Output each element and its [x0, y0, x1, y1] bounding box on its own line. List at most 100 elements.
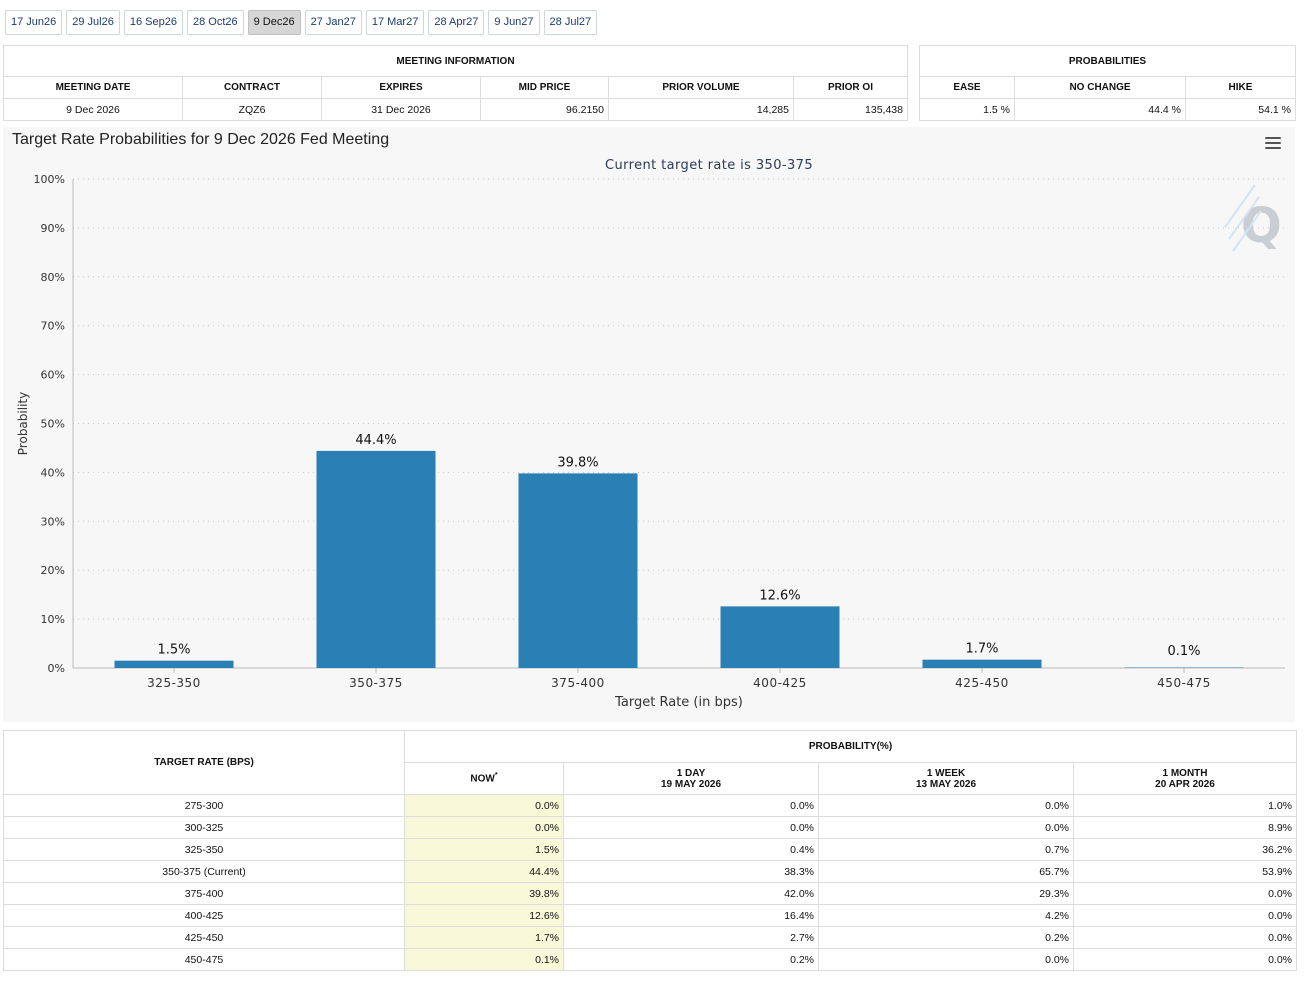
- one-month-value: 0.0%: [1073, 904, 1297, 927]
- rate: 350-375 (Current): [3, 860, 405, 883]
- tab-17-mar27[interactable]: 17 Mar27: [365, 10, 425, 35]
- bar-data-label: 1.5%: [157, 643, 190, 658]
- rate: 325-350: [3, 838, 405, 861]
- meeting-date-value: 9 Dec 2026: [3, 98, 183, 121]
- x-tick-label: 425-450: [955, 676, 1009, 690]
- y-tick-label: 90%: [41, 222, 65, 235]
- meeting-date-header: MEETING DATE: [3, 76, 183, 99]
- one-day-value: 0.0%: [563, 816, 819, 839]
- one-week-value: 0.2%: [818, 926, 1074, 949]
- table-row: 350-375 (Current) 44.4% 38.3% 65.7% 53.9%: [3, 860, 1297, 883]
- one-week-value: 0.0%: [818, 794, 1074, 817]
- table-row: 400-425 12.6% 16.4% 4.2% 0.0%: [3, 904, 1297, 927]
- hike-header: HIKE: [1185, 76, 1296, 99]
- column-header-1-month: 1 MONTH 20 APR 2026: [1073, 762, 1297, 795]
- tab-16-sep26[interactable]: 16 Sep26: [123, 10, 183, 35]
- table-row: 425-450 1.7% 2.7% 0.2% 0.0%: [3, 926, 1297, 949]
- column-header-1-day: 1 DAY 19 MAY 2026: [563, 762, 819, 795]
- tab-17-jun26[interactable]: 17 Jun26: [5, 10, 63, 35]
- y-tick-label: 80%: [41, 271, 65, 284]
- probability-history-table: TARGET RATE (BPS) PROBABILITY(%) NOW* 1 D…: [3, 730, 1297, 971]
- ease-header: EASE: [919, 76, 1015, 99]
- one-week-value: 0.0%: [818, 948, 1074, 971]
- expires-value: 31 Dec 2026: [321, 98, 481, 121]
- x-axis-title: Target Rate (in bps): [614, 695, 743, 710]
- now-value: 39.8%: [404, 882, 564, 905]
- table-row: 300-325 0.0% 0.0% 0.0% 8.9%: [3, 816, 1297, 839]
- tab-9-dec26[interactable]: 9 Dec26: [247, 10, 301, 35]
- prior-oi-header: PRIOR OI: [793, 76, 908, 99]
- meeting-date-tabs: 17 Jun26 29 Jul26 16 Sep26 28 Oct26 9 Dec26 2…: [5, 10, 598, 35]
- one-day-value: 0.2%: [563, 948, 819, 971]
- one-day-value: 0.0%: [563, 794, 819, 817]
- target-rate-header: TARGET RATE (BPS): [3, 730, 405, 795]
- y-tick-label: 50%: [41, 418, 65, 431]
- bar: [316, 450, 436, 668]
- rate: 450-475: [3, 948, 405, 971]
- tab-29-jul26[interactable]: 29 Jul26: [66, 10, 120, 35]
- y-axis-title: Probability: [16, 392, 30, 455]
- expires-header: EXPIRES: [321, 76, 481, 99]
- now-footnote-marker: *: [494, 772, 498, 780]
- one-month-value: 8.9%: [1073, 816, 1297, 839]
- bar: [518, 473, 638, 668]
- y-tick-label: 60%: [41, 369, 65, 382]
- rate: 300-325: [3, 816, 405, 839]
- y-tick-label: 30%: [41, 515, 65, 528]
- mid-price-header: MID PRICE: [480, 76, 609, 99]
- bar-data-label: 44.4%: [355, 433, 396, 448]
- no-change-value: 44.4 %: [1014, 98, 1186, 121]
- bar-data-label: 0.1%: [1167, 644, 1200, 659]
- tab-28-jul27[interactable]: 28 Jul27: [543, 10, 598, 35]
- y-tick-label: 10%: [41, 613, 65, 626]
- tab-27-jan27[interactable]: 27 Jan27: [304, 10, 362, 35]
- one-month-value: 53.9%: [1073, 860, 1297, 883]
- x-tick-label: 350-375: [349, 676, 403, 690]
- one-week-value: 0.0%: [818, 816, 1074, 839]
- tab-28-oct26[interactable]: 28 Oct26: [186, 10, 244, 35]
- menu-icon[interactable]: [1265, 137, 1281, 152]
- rate: 400-425: [3, 904, 405, 927]
- bar: [922, 659, 1042, 668]
- chart-subtitle: Current target rate is 350-375: [605, 158, 813, 173]
- one-month-value: 0.0%: [1073, 926, 1297, 949]
- x-tick-label: 375-400: [551, 676, 605, 690]
- bar-data-label: 39.8%: [557, 455, 598, 470]
- x-tick-label: 325-350: [147, 676, 201, 690]
- ease-value: 1.5 %: [919, 98, 1015, 121]
- now-value: 1.5%: [404, 838, 564, 861]
- y-tick-label: 20%: [41, 564, 65, 577]
- bar: [720, 606, 840, 668]
- one-month-value: 0.0%: [1073, 948, 1297, 971]
- one-day-value: 16.4%: [563, 904, 819, 927]
- chart-svg: Q Current target rate is 350-375 0% 10% 20% 3…: [16, 158, 1285, 710]
- y-tick-label: 0%: [48, 662, 65, 675]
- tab-28-apr27[interactable]: 28 Apr27: [428, 10, 485, 35]
- contract-header: CONTRACT: [182, 76, 322, 99]
- bar-data-label: 12.6%: [759, 588, 800, 603]
- one-day-value: 38.3%: [563, 860, 819, 883]
- one-month-value: 36.2%: [1073, 838, 1297, 861]
- tab-9-jun27[interactable]: 9 Jun27: [488, 10, 540, 35]
- column-header-1-week: 1 WEEK 13 MAY 2026: [818, 762, 1074, 795]
- no-change-header: NO CHANGE: [1014, 76, 1186, 99]
- table-row: 375-400 39.8% 42.0% 29.3% 0.0%: [3, 882, 1297, 905]
- now-value: 1.7%: [404, 926, 564, 949]
- now-value: 0.1%: [404, 948, 564, 971]
- one-week-value: 29.3%: [818, 882, 1074, 905]
- one-week-value: 65.7%: [818, 860, 1074, 883]
- y-tick-label: 40%: [41, 466, 65, 479]
- column-header-now: NOW*: [404, 762, 564, 795]
- table-row: 325-350 1.5% 0.4% 0.7% 36.2%: [3, 838, 1297, 861]
- meeting-information-table: MEETING INFORMATION MEETING DATE CONTRAC…: [3, 45, 908, 121]
- probability-chart: Target Rate Probabilities for 9 Dec 2026…: [3, 127, 1295, 722]
- now-value: 44.4%: [404, 860, 564, 883]
- now-value: 0.0%: [404, 794, 564, 817]
- prior-volume-header: PRIOR VOLUME: [608, 76, 794, 99]
- rate: 375-400: [3, 882, 405, 905]
- prior-volume-value: 14,285: [608, 98, 794, 121]
- table-row: 275-300 0.0% 0.0% 0.0% 1.0%: [3, 794, 1297, 817]
- prior-oi-value: 135,438: [793, 98, 908, 121]
- y-tick-label: 70%: [41, 320, 65, 333]
- one-day-value: 2.7%: [563, 926, 819, 949]
